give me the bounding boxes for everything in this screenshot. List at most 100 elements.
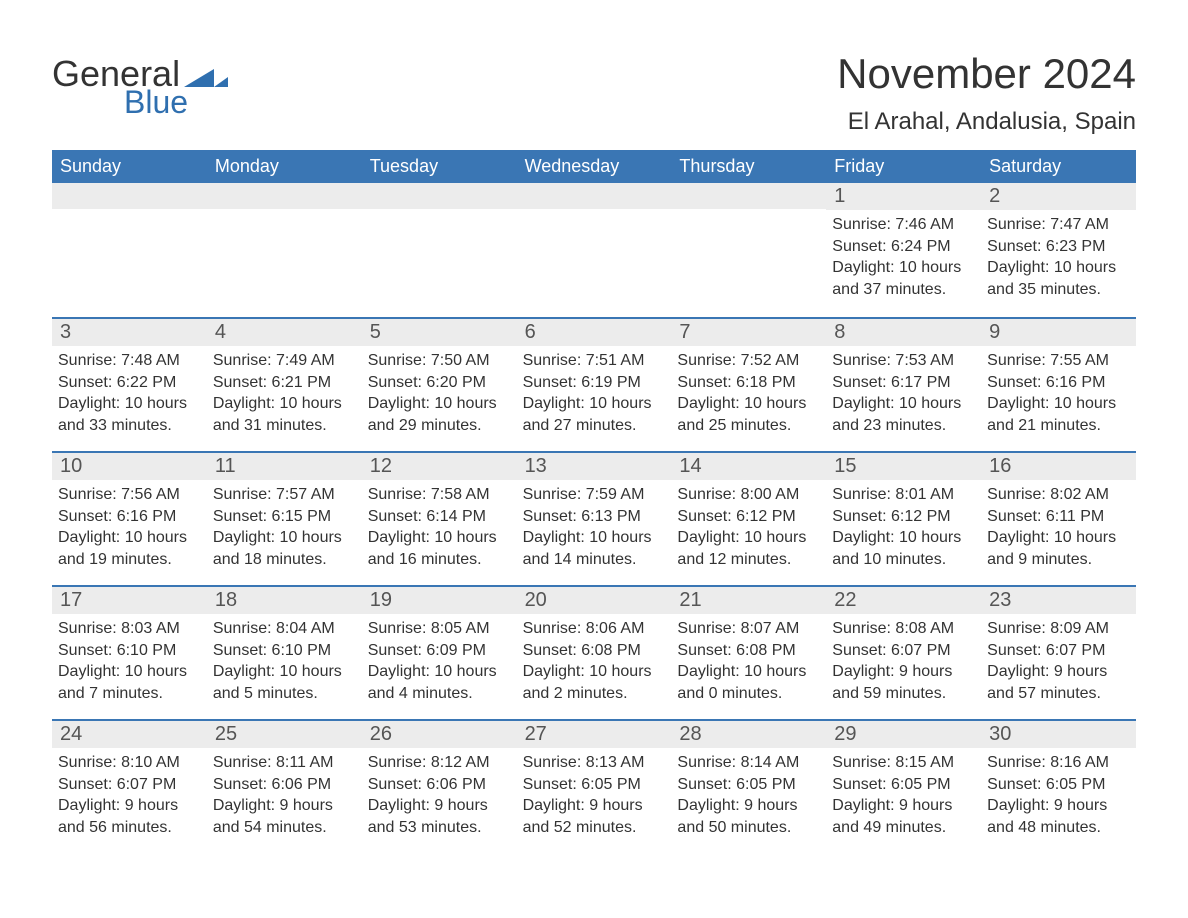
empty-day-cell [671,183,826,311]
sunrise-line: Sunrise: 7:58 AM [368,484,511,506]
sunset-line: Sunset: 6:23 PM [987,236,1130,258]
day-number: 3 [52,319,207,346]
day-cell: 8Sunrise: 7:53 AMSunset: 6:17 PMDaylight… [826,319,981,445]
daylight-line: and 25 minutes. [677,415,820,437]
daylight-line: and 0 minutes. [677,683,820,705]
daylight-line: and 37 minutes. [832,279,975,301]
sunrise-line: Sunrise: 8:02 AM [987,484,1130,506]
logo: General Blue [52,50,228,118]
daylight-line: Daylight: 10 hours [213,527,356,549]
daylight-line: and 29 minutes. [368,415,511,437]
weekday-header: Friday [826,150,981,183]
sunrise-line: Sunrise: 7:48 AM [58,350,201,372]
day-number: 30 [981,721,1136,748]
empty-day-cell [207,183,362,311]
sunrise-line: Sunrise: 8:01 AM [832,484,975,506]
day-number [362,183,517,209]
day-number: 25 [207,721,362,748]
day-number: 12 [362,453,517,480]
day-number: 24 [52,721,207,748]
daylight-line: and 56 minutes. [58,817,201,839]
day-cell: 14Sunrise: 8:00 AMSunset: 6:12 PMDayligh… [671,453,826,579]
sunset-line: Sunset: 6:14 PM [368,506,511,528]
day-number: 16 [981,453,1136,480]
empty-day-cell [517,183,672,311]
day-number: 21 [671,587,826,614]
day-cell: 4Sunrise: 7:49 AMSunset: 6:21 PMDaylight… [207,319,362,445]
weeks-container: 1Sunrise: 7:46 AMSunset: 6:24 PMDaylight… [52,183,1136,847]
daylight-line: Daylight: 10 hours [832,527,975,549]
daylight-line: and 4 minutes. [368,683,511,705]
sunrise-line: Sunrise: 8:11 AM [213,752,356,774]
page-header: General Blue November 2024 El Arahal, An… [52,50,1136,136]
sunset-line: Sunset: 6:18 PM [677,372,820,394]
daylight-line: and 33 minutes. [58,415,201,437]
day-number: 4 [207,319,362,346]
day-number: 18 [207,587,362,614]
daylight-line: Daylight: 10 hours [987,393,1130,415]
title-block: November 2024 El Arahal, Andalusia, Spai… [837,50,1136,136]
day-cell: 15Sunrise: 8:01 AMSunset: 6:12 PMDayligh… [826,453,981,579]
daylight-line: and 5 minutes. [213,683,356,705]
weekday-header: Saturday [981,150,1136,183]
day-cell: 10Sunrise: 7:56 AMSunset: 6:16 PMDayligh… [52,453,207,579]
sunrise-line: Sunrise: 7:56 AM [58,484,201,506]
sunrise-line: Sunrise: 8:05 AM [368,618,511,640]
daylight-line: and 9 minutes. [987,549,1130,571]
sunrise-line: Sunrise: 8:15 AM [832,752,975,774]
daylight-line: and 54 minutes. [213,817,356,839]
sunrise-line: Sunrise: 7:49 AM [213,350,356,372]
daylight-line: Daylight: 10 hours [58,393,201,415]
weekday-header: Sunday [52,150,207,183]
day-cell: 5Sunrise: 7:50 AMSunset: 6:20 PMDaylight… [362,319,517,445]
sunset-line: Sunset: 6:07 PM [832,640,975,662]
sunset-line: Sunset: 6:05 PM [832,774,975,796]
weekday-header: Monday [207,150,362,183]
day-cell: 9Sunrise: 7:55 AMSunset: 6:16 PMDaylight… [981,319,1136,445]
daylight-line: Daylight: 10 hours [368,527,511,549]
daylight-line: Daylight: 9 hours [832,795,975,817]
sunrise-line: Sunrise: 7:52 AM [677,350,820,372]
daylight-line: and 21 minutes. [987,415,1130,437]
day-number: 8 [826,319,981,346]
sunset-line: Sunset: 6:08 PM [677,640,820,662]
daylight-line: Daylight: 10 hours [987,527,1130,549]
sunset-line: Sunset: 6:21 PM [213,372,356,394]
day-number: 2 [981,183,1136,210]
daylight-line: Daylight: 10 hours [523,393,666,415]
day-cell: 1Sunrise: 7:46 AMSunset: 6:24 PMDaylight… [826,183,981,311]
day-cell: 18Sunrise: 8:04 AMSunset: 6:10 PMDayligh… [207,587,362,713]
day-number [52,183,207,209]
sunset-line: Sunset: 6:10 PM [213,640,356,662]
day-number: 1 [826,183,981,210]
sunset-line: Sunset: 6:24 PM [832,236,975,258]
day-cell: 29Sunrise: 8:15 AMSunset: 6:05 PMDayligh… [826,721,981,847]
daylight-line: and 35 minutes. [987,279,1130,301]
daylight-line: Daylight: 9 hours [368,795,511,817]
sunset-line: Sunset: 6:12 PM [832,506,975,528]
sunrise-line: Sunrise: 7:59 AM [523,484,666,506]
daylight-line: and 59 minutes. [832,683,975,705]
weekday-header: Wednesday [517,150,672,183]
sunset-line: Sunset: 6:19 PM [523,372,666,394]
daylight-line: and 52 minutes. [523,817,666,839]
day-cell: 12 Sunrise: 7:58 AMSunset: 6:14 PMDayligh… [362,453,517,579]
day-number: 26 [362,721,517,748]
sunrise-line: Sunrise: 7:51 AM [523,350,666,372]
week-row: 3Sunrise: 7:48 AMSunset: 6:22 PMDaylight… [52,317,1136,445]
daylight-line: Daylight: 10 hours [213,661,356,683]
daylight-line: Daylight: 10 hours [832,393,975,415]
sunset-line: Sunset: 6:11 PM [987,506,1130,528]
day-cell: 24Sunrise: 8:10 AMSunset: 6:07 PMDayligh… [52,721,207,847]
sunrise-line: Sunrise: 8:08 AM [832,618,975,640]
sunrise-line: Sunrise: 8:03 AM [58,618,201,640]
day-cell: 17Sunrise: 8:03 AMSunset: 6:10 PMDayligh… [52,587,207,713]
day-number: 5 [362,319,517,346]
sunset-line: Sunset: 6:22 PM [58,372,201,394]
daylight-line: Daylight: 10 hours [58,527,201,549]
sunset-line: Sunset: 6:12 PM [677,506,820,528]
daylight-line: Daylight: 10 hours [832,257,975,279]
daylight-line: and 48 minutes. [987,817,1130,839]
daylight-line: and 27 minutes. [523,415,666,437]
daylight-line: Daylight: 9 hours [58,795,201,817]
